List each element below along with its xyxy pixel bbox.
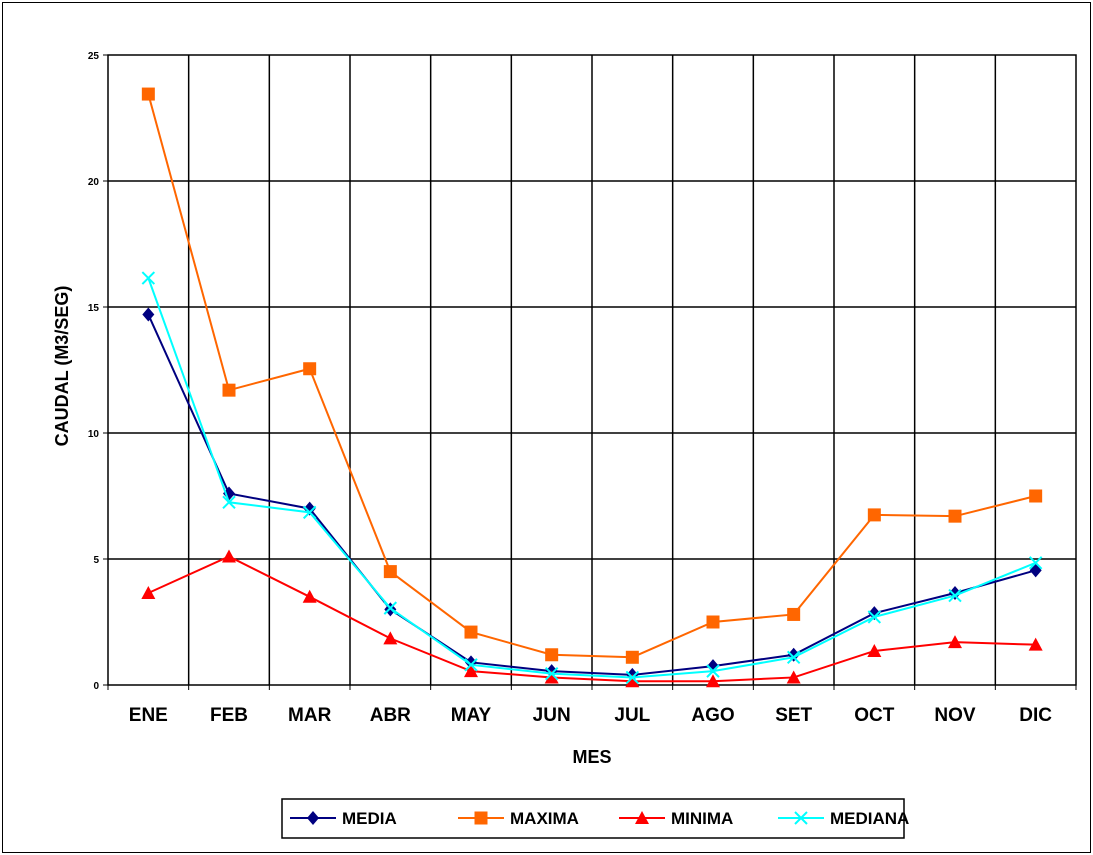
data-point-minima <box>706 674 720 688</box>
data-point-maxima <box>706 615 720 629</box>
legend-label: MEDIANA <box>830 809 909 828</box>
data-point-maxima <box>787 607 801 621</box>
data-point-minima <box>625 674 640 688</box>
x-tick-label: JUL <box>614 705 650 726</box>
x-tick-label: FEB <box>210 705 248 726</box>
data-point-mediana <box>544 666 559 681</box>
series-line-maxima <box>147 93 1036 659</box>
legend-marker-mediana <box>794 811 808 825</box>
data-point-mediana <box>302 505 317 520</box>
data-point-maxima <box>141 87 155 101</box>
data-point-mediana <box>625 670 640 685</box>
data-point-mediana <box>706 664 720 678</box>
legend-item-mediana: MEDIANA <box>778 809 909 828</box>
legend-marker-minima <box>635 811 649 824</box>
legend-label: MINIMA <box>671 809 733 828</box>
data-point-minima <box>383 631 398 645</box>
data-point-minima <box>544 670 559 684</box>
data-point-minima <box>302 589 317 603</box>
data-point-maxima <box>545 648 559 662</box>
data-point-maxima <box>464 625 478 639</box>
data-point-mediana <box>222 495 236 510</box>
x-tick-label: SET <box>775 705 812 726</box>
data-point-maxima <box>625 650 639 664</box>
data-point-maxima <box>303 362 317 376</box>
legend-marker-media <box>307 811 319 825</box>
series-mediana <box>141 271 1043 685</box>
data-point-maxima <box>867 508 881 522</box>
x-tick-label: DIC <box>1019 705 1052 726</box>
legend-item-media: MEDIA <box>290 809 397 828</box>
x-axis-title: MES <box>572 747 611 767</box>
data-point-minima <box>786 670 801 684</box>
y-tick-label: 25 <box>88 51 100 62</box>
data-point-mediana <box>786 650 801 664</box>
x-tick-label: AGO <box>691 705 734 726</box>
data-point-mediana <box>141 271 156 285</box>
x-tick-label: ABR <box>370 705 411 726</box>
data-point-maxima <box>222 383 236 397</box>
data-point-maxima <box>948 509 962 523</box>
data-point-minima <box>222 549 236 563</box>
y-axis-title: CAUDAL (M3/SEG) <box>52 286 72 447</box>
x-tick-label: OCT <box>854 705 895 726</box>
grid-lines <box>108 55 1076 685</box>
series-line-mediana <box>147 277 1037 679</box>
series-maxima <box>141 87 1043 664</box>
data-point-mediana <box>383 601 398 615</box>
data-point-minima <box>141 586 156 600</box>
x-tick-label: ENE <box>129 705 168 726</box>
series-minima <box>141 549 1043 688</box>
data-point-minima <box>1028 637 1043 651</box>
series-line-minima <box>147 555 1036 683</box>
legend-label: MAXIMA <box>510 809 579 828</box>
data-point-media <box>223 486 235 501</box>
series-line-media <box>147 314 1036 676</box>
legend: MEDIA MAXIMA MINIMA MEDIANA <box>281 798 909 839</box>
data-point-minima <box>464 664 478 678</box>
legend-item-maxima: MAXIMA <box>458 809 579 828</box>
x-axis-ticks: ENE FEB MAR ABR MAY JUN JUL AGO SET OCT NOV DIC <box>107 685 1077 726</box>
data-point-mediana <box>464 658 478 672</box>
series-layer <box>141 87 1043 688</box>
y-axis-ticks: 0 5 10 15 20 25 <box>88 51 108 692</box>
data-point-minima <box>948 635 962 649</box>
data-point-minima <box>867 643 882 657</box>
data-point-maxima <box>383 565 397 579</box>
y-tick-label: 20 <box>88 177 100 188</box>
legend-label: MEDIA <box>342 809 397 828</box>
data-point-media <box>707 659 719 674</box>
x-tick-label: MAR <box>288 705 332 726</box>
data-point-mediana <box>1028 556 1043 570</box>
legend-marker-maxima <box>474 811 488 825</box>
data-point-mediana <box>948 588 962 603</box>
x-tick-label: JUN <box>533 705 571 726</box>
legend-item-minima: MINIMA <box>619 809 733 828</box>
y-tick-label: 15 <box>88 303 100 314</box>
data-point-maxima <box>1029 489 1043 503</box>
data-point-media <box>142 307 155 322</box>
y-tick-label: 10 <box>88 429 100 440</box>
x-tick-label: MAY <box>451 705 492 726</box>
y-tick-label: 0 <box>93 681 99 692</box>
y-tick-label: 5 <box>93 555 99 566</box>
x-tick-label: NOV <box>934 705 976 726</box>
data-point-mediana <box>867 610 882 624</box>
